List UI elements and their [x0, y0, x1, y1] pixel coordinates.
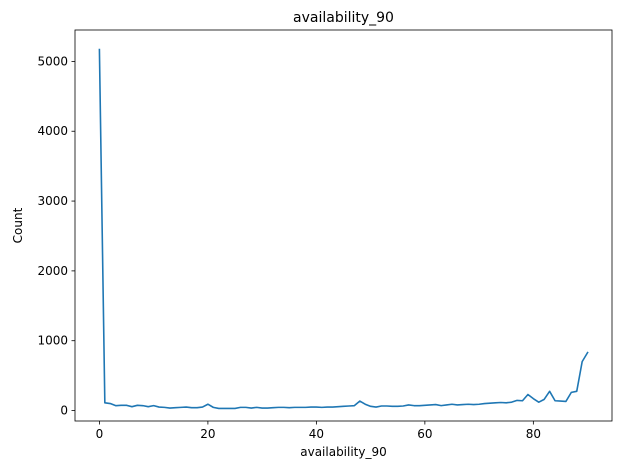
x-tick-label: 0: [96, 427, 104, 441]
x-axis-ticks: 0 20 40 60 80: [96, 421, 541, 441]
chart-title: availability_90: [293, 10, 394, 26]
x-tick-label: 20: [200, 427, 215, 441]
y-tick-label: 4000: [37, 124, 68, 138]
y-tick-label: 1000: [37, 334, 68, 348]
series-line: [98, 48, 589, 410]
x-tick-label: 80: [526, 427, 541, 441]
x-axis-label: availability_90: [300, 445, 387, 459]
plot-area: [74, 29, 613, 422]
y-tick-label: 3000: [37, 194, 68, 208]
y-tick-label: 2000: [37, 264, 68, 278]
axes-frame: [74, 29, 613, 422]
x-tick-label: 60: [417, 427, 432, 441]
y-tick-label: 5000: [37, 54, 68, 68]
y-axis-ticks: 0 1000 2000 3000 4000 5000: [37, 54, 75, 418]
y-axis-label: Count: [11, 207, 25, 243]
x-tick-label: 40: [309, 427, 324, 441]
y-tick-label: 0: [60, 404, 68, 418]
